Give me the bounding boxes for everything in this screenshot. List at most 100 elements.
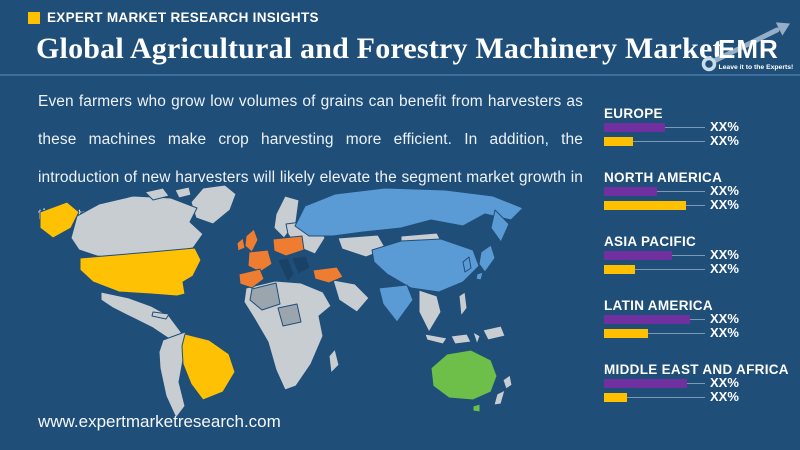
purple-bar (604, 186, 657, 196)
bar-value: XX% (710, 261, 739, 276)
bar-row: XX% (604, 119, 800, 134)
country-tasmania (472, 403, 481, 413)
purple-bar (604, 378, 687, 388)
region-block-europe: EUROPE XX% XX% (604, 107, 800, 155)
bar-value: XX% (710, 247, 739, 262)
region-label: NORTH AMERICA (604, 170, 723, 185)
bar-row: XX% (604, 375, 800, 390)
country-italy (277, 257, 295, 283)
region-balkans (291, 255, 311, 275)
connector-line (665, 126, 705, 128)
region-label: ASIA PACIFIC (604, 234, 697, 249)
page-title: Global Agricultural and Forestry Machine… (36, 32, 723, 65)
logo-text: EMR (718, 34, 779, 64)
region-block-latin-america: LATIN AMERICA XX% XX% (604, 299, 800, 347)
logo-arrow-head (775, 22, 790, 36)
country-algeria (249, 282, 281, 311)
bar-row: XX% (604, 198, 800, 211)
purple-bar (604, 250, 672, 260)
connector-line (686, 204, 705, 206)
kicker-label: EXPERT MARKET RESEARCH INSIGHTS (47, 10, 319, 25)
bar-row: XX% (604, 247, 800, 262)
bar-value: XX% (710, 119, 739, 134)
country-usa (79, 247, 202, 297)
bar-value: XX% (710, 325, 739, 340)
logo-tagline: Leave it to the Experts! (719, 64, 794, 71)
country-india (378, 284, 414, 323)
region-middle-east (332, 279, 370, 313)
yellow-bar (604, 136, 633, 146)
country-spain (238, 268, 265, 289)
map-yellow-countries (39, 201, 236, 401)
region-indochina (418, 289, 442, 333)
country-cuba (151, 311, 170, 320)
country-ireland (236, 237, 246, 252)
region-label: EUROPE (604, 106, 663, 121)
connector-line (633, 140, 705, 142)
bar-row: XX% (604, 261, 800, 276)
yellow-bar (604, 328, 648, 338)
bar-value: XX% (710, 375, 739, 390)
connector-line (672, 254, 705, 256)
logo-circle-icon (701, 56, 717, 72)
arctic-island (174, 186, 192, 199)
region-bar-panel: EUROPE XX% XX% NORTH AMERICA XX% (604, 0, 800, 450)
country-new-zealand (493, 389, 506, 406)
country-uk (244, 228, 259, 253)
bar-value: XX% (710, 311, 739, 326)
yellow-bar (604, 264, 635, 274)
country-korea (462, 256, 472, 273)
kicker: EXPERT MARKET RESEARCH INSIGHTS (28, 10, 319, 25)
website-url: www.expertmarketresearch.com (38, 412, 281, 431)
region-block-middle-east-africa: MIDDLE EAST AND AFRICA XX% XX% (604, 363, 800, 411)
region-kamchatka (490, 209, 510, 243)
yellow-bar (604, 392, 627, 402)
map-dark-gray-countries (249, 282, 302, 327)
connector-line (648, 332, 705, 334)
arctic-island (144, 187, 170, 201)
emr-logo: EMR Leave it to the Experts! (701, 22, 794, 72)
region-label: MIDDLE EAST AND AFRICA (604, 362, 789, 377)
region-block-north-america: NORTH AMERICA XX% XX% (604, 171, 800, 219)
country-turkey (312, 266, 344, 284)
country-philippines (458, 291, 468, 317)
country-china (371, 238, 480, 293)
country-germany-poland (272, 235, 305, 257)
country-scandinavia (273, 195, 300, 239)
country-indonesia (472, 331, 481, 345)
purple-bar (604, 314, 690, 324)
region-label: LATIN AMERICA (604, 298, 713, 313)
country-sahel (277, 303, 302, 327)
country-russia (294, 187, 524, 237)
connector-line (657, 190, 705, 192)
bar-row: XX% (604, 311, 800, 326)
country-indonesia (424, 333, 448, 345)
logo-arrow-line (707, 27, 780, 66)
country-australia (430, 349, 498, 401)
country-japan (478, 244, 496, 273)
yellow-bar (604, 200, 686, 210)
bar-row: XX% (604, 183, 800, 198)
country-brazil (181, 333, 236, 401)
connector-line (690, 318, 705, 320)
map-navy-countries (277, 255, 311, 283)
kicker-square-icon (28, 11, 40, 24)
map-orange-countries (236, 228, 344, 289)
connector-line (687, 382, 705, 384)
country-greenland (190, 184, 237, 225)
bar-value: XX% (710, 389, 739, 404)
map-green-countries (430, 349, 498, 413)
title-divider (0, 74, 800, 76)
country-new-guinea (482, 325, 506, 341)
world-map (39, 184, 524, 419)
country-france (247, 249, 273, 273)
purple-bar (604, 122, 665, 132)
bar-row: XX% (604, 325, 800, 340)
country-madagascar (328, 348, 340, 374)
bar-row: XX% (604, 134, 800, 147)
bar-value: XX% (710, 183, 739, 198)
connector-line (635, 268, 705, 270)
connector-line (627, 396, 705, 398)
bar-row: XX% (604, 389, 800, 404)
